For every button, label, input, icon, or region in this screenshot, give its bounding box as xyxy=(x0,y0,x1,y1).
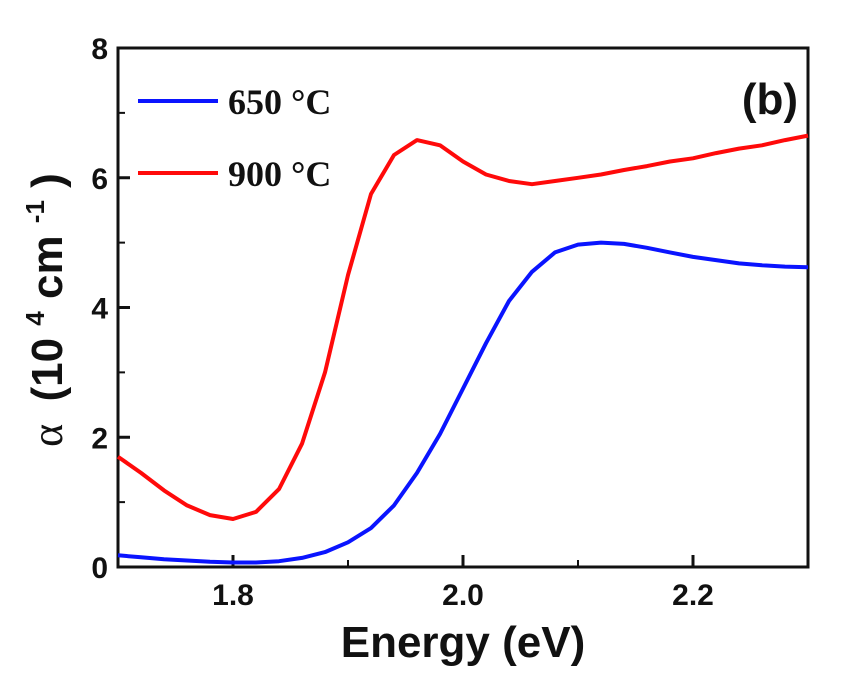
y-tick-label: 6 xyxy=(91,163,108,196)
panel-label: (b) xyxy=(742,75,798,124)
y-axis-exp2: -1 xyxy=(20,200,50,223)
y-tick-label: 8 xyxy=(91,33,108,66)
y-axis-label: α (10 4 cm -1 ) xyxy=(5,173,72,447)
x-axis-label: Energy (eV) xyxy=(341,618,586,667)
plot-frame xyxy=(116,46,810,569)
legend-label-900c: 900 °C xyxy=(228,154,331,194)
y-tick-label: 2 xyxy=(91,422,108,455)
y-axis-exp1: 4 xyxy=(20,311,50,326)
y-axis-close: ) xyxy=(23,173,72,188)
ticks-layer: 1.8 2.0 2.2 0 2 4 6 8 xyxy=(91,33,809,612)
y-tick-label: 4 xyxy=(91,293,108,326)
y-tick-label: 0 xyxy=(91,552,108,585)
x-tick-label: 1.8 xyxy=(212,579,254,612)
y-axis-unit: cm xyxy=(23,235,72,299)
x-tick-label: 2.2 xyxy=(672,579,714,612)
x-tick-label: 2.0 xyxy=(442,579,484,612)
series-line-900c xyxy=(116,133,809,521)
series-line-650c xyxy=(117,240,809,565)
plot-area: 1.8 2.0 2.2 0 2 4 6 8 xyxy=(91,33,810,612)
y-axis-symbol: α xyxy=(23,424,72,447)
legend: 650 °C 900 °C xyxy=(138,82,331,194)
y-axis-text: (10 xyxy=(23,338,72,402)
series-layer xyxy=(116,133,809,565)
legend-label-650c: 650 °C xyxy=(228,82,331,122)
